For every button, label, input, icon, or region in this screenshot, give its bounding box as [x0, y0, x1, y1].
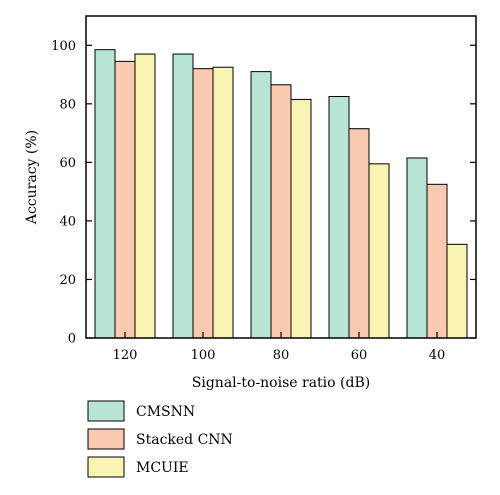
bar-stacked-cnn-100 [192, 68, 214, 339]
bar-cmsnn-60 [328, 96, 350, 339]
bar-stacked-cnn-120 [114, 60, 136, 339]
legend-swatch-cmsnn [87, 400, 125, 422]
y-axis: 0 20 40 60 80 100 [51, 39, 476, 347]
legend-swatch-stacked-cnn [87, 428, 125, 450]
y-tick-label: 40 [59, 214, 76, 229]
bar-cmsnn-80 [250, 71, 272, 339]
bar-cmsnn-100 [172, 53, 194, 339]
y-axis-title: Accuracy (%) [24, 130, 40, 225]
y-tick-label: 0 [68, 332, 76, 347]
legend-label: Stacked CNN [136, 432, 233, 448]
y-tick-label: 20 [59, 273, 76, 288]
x-axis-title: Signal-to-noise ratio (dB) [192, 375, 370, 391]
bar-mcuie-120 [134, 53, 156, 339]
legend: CMSNN Stacked CNN MCUIE [87, 400, 233, 478]
bar-cmsnn-120 [94, 49, 116, 339]
bar-mcuie-40 [446, 243, 468, 339]
legend-label: CMSNN [136, 404, 195, 420]
x-tick-label: 60 [351, 348, 368, 363]
bars-group [94, 49, 468, 339]
bar-mcuie-100 [212, 66, 234, 339]
bar-cmsnn-40 [406, 157, 428, 339]
x-tick-label: 120 [113, 348, 138, 363]
x-tick-label: 80 [273, 348, 290, 363]
y-tick-label: 100 [51, 39, 76, 54]
y-tick-label: 60 [59, 156, 76, 171]
x-axis: 120 100 80 60 40 [113, 332, 446, 363]
x-tick-label: 40 [429, 348, 446, 363]
bar-mcuie-60 [368, 163, 390, 339]
legend-swatch-mcuie [87, 456, 125, 478]
bar-stacked-cnn-60 [348, 128, 370, 339]
bar-stacked-cnn-40 [426, 183, 448, 339]
x-tick-label: 100 [191, 348, 216, 363]
bar-stacked-cnn-80 [270, 84, 292, 339]
y-tick-label: 80 [59, 97, 76, 112]
bar-mcuie-80 [290, 98, 312, 339]
legend-label: MCUIE [136, 460, 189, 476]
